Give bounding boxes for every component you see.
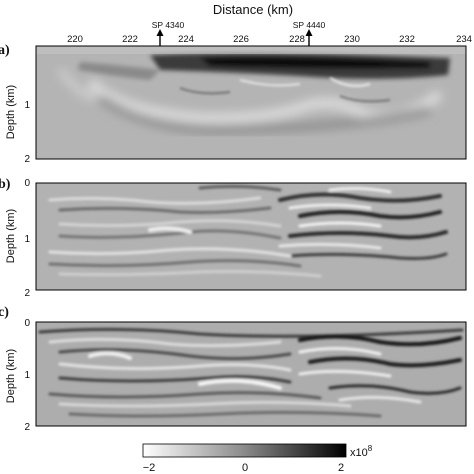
panel-b: b) Depth (km) 0 1 2	[0, 177, 467, 299]
colorbar: −2 0 2 x108	[142, 443, 373, 474]
panel-a-depth-label: Depth (km)	[5, 85, 17, 139]
x-tick-label: 224	[178, 34, 194, 45]
panel-b-y-tick: 2	[24, 288, 30, 299]
x-tick-label: 228	[289, 34, 305, 45]
panel-c-y-tick: 0	[24, 318, 30, 329]
x-tick-label: 226	[233, 34, 249, 45]
sp-4340-marker: SP 4340	[152, 20, 185, 47]
colorbar-gradient	[142, 443, 347, 458]
panel-a-y-tick: 1	[24, 100, 30, 111]
panel-c-depth-label: Depth (km)	[5, 349, 17, 403]
sp-4340-label: SP 4340	[152, 20, 185, 30]
panel-a: a) Depth (km) 1 2	[0, 43, 467, 165]
panel-c-frame	[35, 321, 467, 427]
panel-a-y-tick: 2	[24, 154, 30, 165]
panel-a-image	[36, 46, 466, 159]
x-axis-title: Distance (km)	[213, 2, 293, 17]
x-tick-label: 230	[344, 34, 360, 45]
panel-a-letter: a)	[0, 43, 10, 58]
x-tick-label: 234	[456, 34, 472, 45]
colorbar-tick-label: 0	[242, 462, 248, 474]
sp-4440-marker: SP 4440	[293, 20, 326, 47]
x-tick-label: 232	[399, 34, 415, 45]
panel-a-frame	[35, 45, 467, 160]
panel-c-y-tick: 2	[24, 422, 30, 433]
panel-c-y-tick: 1	[24, 370, 30, 381]
x-tick-label: 222	[122, 34, 138, 45]
panel-c-letter: c)	[0, 305, 9, 320]
colorbar-tick-label: 2	[338, 462, 344, 474]
panel-b-depth-label: Depth (km)	[5, 209, 17, 263]
colorbar-scale-exponent: 8	[368, 444, 373, 453]
panel-b-frame	[35, 182, 467, 291]
x-tick-labels: 220 222 224 226 228 230 232 234	[67, 34, 472, 45]
sp-4440-label: SP 4440	[293, 20, 326, 30]
panel-c: c) Depth (km) 0 1 2	[0, 305, 467, 433]
panel-b-letter: b)	[0, 177, 11, 192]
panel-b-y-tick: 0	[24, 178, 30, 189]
panel-b-y-tick: 1	[24, 234, 30, 245]
x-tick-label: 220	[67, 34, 83, 45]
colorbar-tick-label: −2	[143, 462, 156, 474]
panel-b-image	[36, 183, 466, 290]
colorbar-scale-label: x108	[350, 444, 373, 459]
panel-c-image	[36, 322, 466, 426]
